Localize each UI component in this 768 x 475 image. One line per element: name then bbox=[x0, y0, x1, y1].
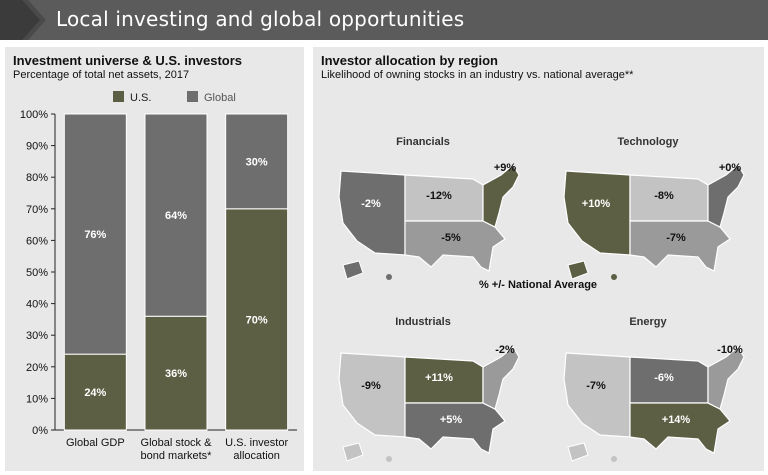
map-panel-subtitle: Likelihood of owning stocks in an indust… bbox=[321, 69, 634, 81]
region-alaska bbox=[567, 260, 589, 280]
page-header: Local investing and global opportunities bbox=[0, 0, 768, 40]
legend: U.S. Global bbox=[113, 91, 236, 104]
region-alaska bbox=[567, 442, 589, 462]
region-south bbox=[629, 220, 731, 272]
investor-allocation-panel: Investor allocation by region Likelihood… bbox=[313, 47, 764, 471]
region-hawaii bbox=[386, 274, 392, 280]
y-tick-label: 70% bbox=[26, 204, 48, 216]
region-value-label: -5% bbox=[441, 232, 461, 244]
map-energy: Energy -7% -6% +14% -10% bbox=[563, 316, 745, 462]
y-tick-label: 40% bbox=[26, 299, 48, 311]
x-tick-label: allocation bbox=[233, 450, 279, 462]
region-value-label: +5% bbox=[440, 414, 463, 426]
bar-value-label: 24% bbox=[84, 387, 106, 399]
region-northeast bbox=[482, 346, 520, 410]
x-tick-label: U.S. investor bbox=[225, 437, 288, 449]
region-northeast bbox=[707, 164, 745, 228]
region-value-label: +0% bbox=[719, 162, 742, 174]
region-value-label: -10% bbox=[717, 344, 743, 356]
national-average-label: % +/- National Average bbox=[479, 279, 597, 291]
x-tick-label: Global stock & bbox=[141, 437, 213, 449]
region-value-label: -7% bbox=[666, 232, 686, 244]
region-value-label: -8% bbox=[654, 190, 674, 202]
map-title: Financials bbox=[396, 136, 450, 148]
x-tick-label: bond markets* bbox=[141, 450, 213, 462]
stacked-bar-chart: U.S. Global 0% 10% 20% 30% 40% 50% 60% 70% 80% 90% 1… bbox=[20, 91, 297, 462]
y-tick-label: 30% bbox=[26, 330, 48, 342]
chart-title: Investment universe & U.S. investors bbox=[13, 53, 243, 68]
y-tick-label: 50% bbox=[26, 267, 48, 279]
region-west bbox=[563, 352, 631, 438]
y-tick-label: 90% bbox=[26, 141, 48, 153]
region-value-label: +9% bbox=[494, 162, 517, 174]
region-hawaii bbox=[611, 274, 617, 280]
region-value-label: -6% bbox=[654, 372, 674, 384]
region-west bbox=[338, 352, 406, 438]
region-west bbox=[338, 170, 406, 256]
bar-global-2 bbox=[225, 113, 289, 210]
y-tick-label: 100% bbox=[20, 109, 48, 121]
chart-subtitle: Percentage of total net assets, 2017 bbox=[13, 69, 190, 81]
investment-universe-panel: Investment universe & U.S. investors Per… bbox=[5, 47, 304, 471]
region-value-label: -9% bbox=[361, 380, 381, 392]
map-panel-title: Investor allocation by region bbox=[321, 53, 498, 68]
bar-global-1 bbox=[144, 113, 208, 317]
bar-value-label: 36% bbox=[165, 368, 187, 380]
map-title: Technology bbox=[618, 136, 680, 148]
map-industrials: Industrials -9% +11% +5% -2% bbox=[338, 316, 520, 462]
region-hawaii bbox=[611, 456, 617, 462]
bar-value-label: 70% bbox=[246, 314, 268, 326]
map-technology: Technology +10% -8% -7% +0% bbox=[563, 136, 745, 280]
region-value-label: -7% bbox=[586, 380, 606, 392]
y-tick-label: 10% bbox=[26, 393, 48, 405]
x-tick-label: Global GDP bbox=[66, 437, 125, 449]
bar-value-label: 64% bbox=[165, 210, 187, 222]
legend-label: Global bbox=[204, 92, 236, 104]
bar-value-label: 30% bbox=[246, 156, 268, 168]
chevron-icon bbox=[0, 0, 46, 40]
region-northeast bbox=[707, 346, 745, 410]
region-value-label: -2% bbox=[361, 198, 381, 210]
region-west bbox=[563, 170, 631, 256]
legend-swatch-us bbox=[113, 91, 124, 102]
map-financials: Financials -2% -12% -5% +9% bbox=[338, 136, 520, 280]
region-value-label: +14% bbox=[662, 414, 691, 426]
region-alaska bbox=[342, 260, 364, 280]
legend-label: U.S. bbox=[130, 92, 151, 104]
region-alaska bbox=[342, 442, 364, 462]
map-title: Energy bbox=[629, 316, 667, 328]
region-hawaii bbox=[386, 456, 392, 462]
y-tick-label: 80% bbox=[26, 172, 48, 184]
region-value-label: +10% bbox=[582, 198, 611, 210]
bar-us-2 bbox=[225, 208, 289, 431]
region-northeast bbox=[482, 164, 520, 228]
region-value-label: -12% bbox=[426, 190, 452, 202]
bar-value-label: 76% bbox=[84, 229, 106, 241]
legend-swatch-global bbox=[187, 91, 198, 102]
y-tick-label: 60% bbox=[26, 235, 48, 247]
map-title: Industrials bbox=[395, 316, 451, 328]
page-title: Local investing and global opportunities bbox=[56, 7, 465, 31]
region-value-label: +11% bbox=[425, 372, 453, 384]
region-value-label: -2% bbox=[495, 344, 515, 356]
region-south bbox=[404, 220, 506, 272]
y-tick-label: 0% bbox=[32, 425, 48, 437]
region-south bbox=[629, 402, 731, 454]
region-maps: Financials -2% -12% -5% +9% Technology +10% -8%… bbox=[338, 136, 745, 462]
y-tick-label: 20% bbox=[26, 362, 48, 374]
bar-global-0 bbox=[63, 113, 127, 355]
region-south bbox=[404, 402, 506, 454]
